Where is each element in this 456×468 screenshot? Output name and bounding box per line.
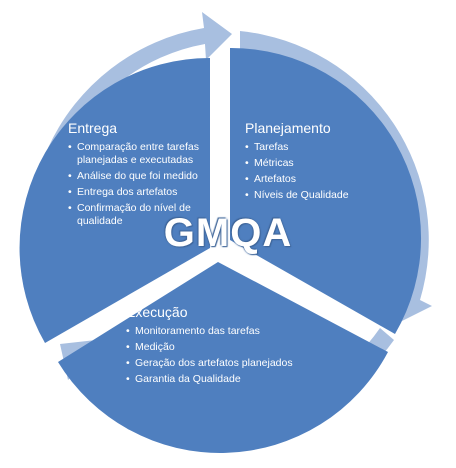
section-planejamento-item: Métricas xyxy=(245,157,375,170)
section-execucao-title: Execução xyxy=(126,304,188,320)
section-entrega-title: Entrega xyxy=(68,120,118,136)
segment-entrega xyxy=(19,57,211,343)
section-execucao-item: Monitoramento das tarefas xyxy=(126,325,306,338)
section-planejamento-item: Tarefas xyxy=(245,141,375,154)
section-planejamento-list: Tarefas Métricas Artefatos Níveis de Qua… xyxy=(245,141,375,202)
section-entrega-list: Comparação entre tarefas planejadas e ex… xyxy=(68,141,218,228)
section-entrega-item: Confirmação do nível de qualidade xyxy=(68,202,218,228)
section-entrega: Entrega Comparação entre tarefas planeja… xyxy=(68,120,218,231)
section-entrega-item: Comparação entre tarefas planejadas e ex… xyxy=(68,141,218,167)
section-execucao-item: Medição xyxy=(126,341,306,354)
section-entrega-item: Análise do que foi medido xyxy=(68,170,218,183)
section-execucao-item: Garantia da Qualidade xyxy=(126,373,306,386)
section-planejamento: Planejamento Tarefas Métricas Artefatos … xyxy=(245,120,375,205)
arrow-top xyxy=(48,12,232,154)
section-execucao-item: Geração dos artefatos planejados xyxy=(126,357,306,370)
section-planejamento-title: Planejamento xyxy=(245,120,331,136)
section-entrega-item: Entrega dos artefatos xyxy=(68,186,218,199)
section-planejamento-item: Artefatos xyxy=(245,173,375,186)
section-execucao: Execução Monitoramento das tarefas Mediç… xyxy=(126,304,306,389)
section-planejamento-item: Níveis de Qualidade xyxy=(245,189,375,202)
section-execucao-list: Monitoramento das tarefas Medição Geraçã… xyxy=(126,325,306,386)
